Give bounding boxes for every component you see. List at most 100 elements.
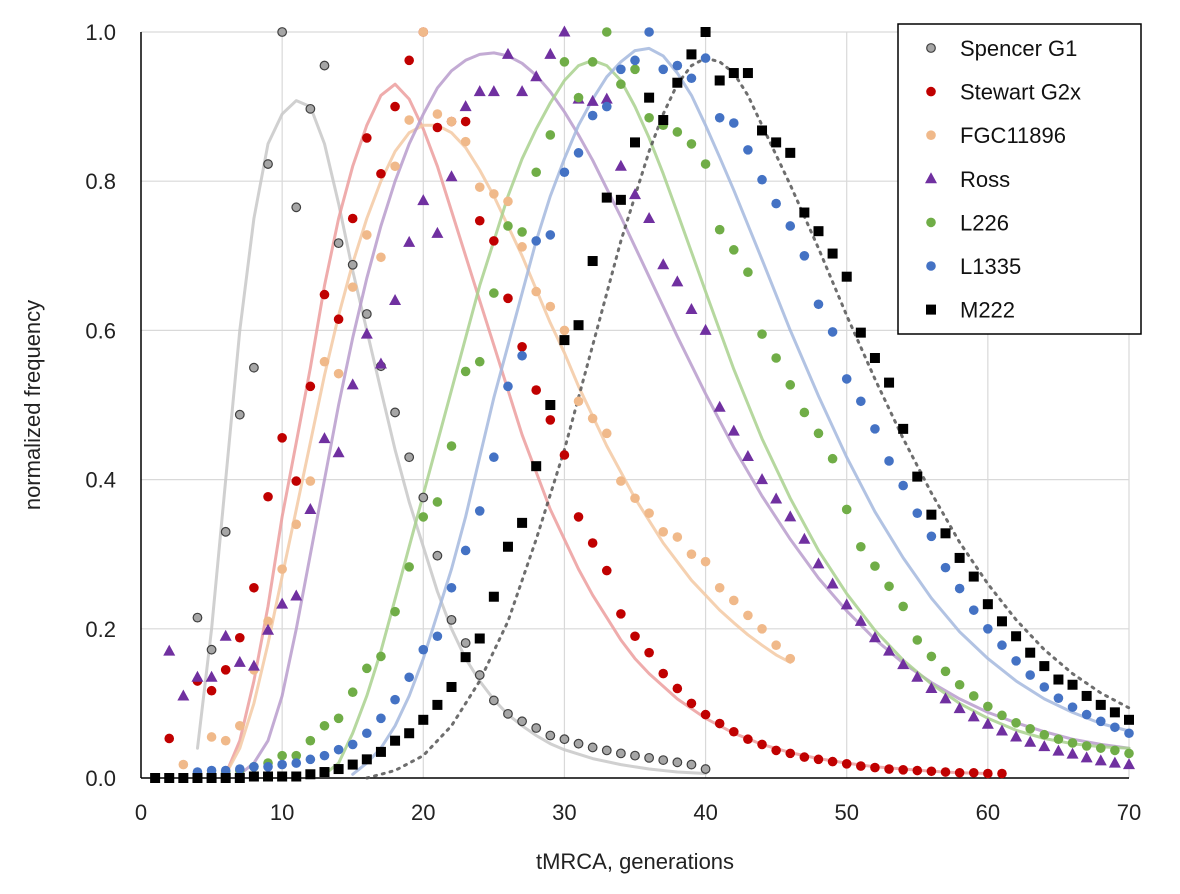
data-point-l226 [474,356,485,367]
data-point-l226 [319,720,330,731]
data-point-ross [233,655,246,667]
data-point-l1335 [1067,702,1078,712]
data-point-ross [713,400,726,412]
data-point-l1335 [827,327,838,337]
data-point-l1335 [799,251,810,261]
data-point-ross [318,432,331,444]
data-point-ross [953,702,966,714]
data-point-m222 [502,541,513,552]
data-point-l1335 [503,381,513,392]
data-point-stewart-g2x [983,768,993,779]
data-point-stewart-g2x [587,538,598,548]
data-point-spencer-g1 [347,259,358,270]
data-point-ross [219,629,232,641]
data-point-stewart-g2x [559,450,570,460]
data-point-spencer-g1 [630,750,640,761]
data-point-m222 [234,773,245,783]
data-point-stewart-g2x [601,565,612,576]
data-point-ross [798,532,811,544]
data-point-fgc11896 [503,196,513,207]
data-point-l226 [1039,729,1050,740]
data-point-ross [177,689,190,701]
data-point-m222 [940,528,951,539]
data-point-stewart-g2x [940,767,951,777]
data-point-l1335 [277,759,287,770]
x-tick-label: 50 [834,800,858,825]
data-point-l1335 [884,456,894,466]
data-point-stewart-g2x [616,609,626,619]
data-point-ross [883,644,896,656]
data-point-ross [643,212,656,223]
data-point-m222 [1095,699,1106,710]
data-point-spencer-g1 [361,309,372,319]
data-point-l1335 [785,221,796,231]
data-point-l1335 [912,508,923,518]
data-point-stewart-g2x [263,491,273,502]
data-point-ross [1024,735,1037,747]
data-point-stewart-g2x [347,213,358,224]
data-point-stewart-g2x [686,698,697,709]
data-point-stewart-g2x [884,764,894,774]
data-point-m222 [898,423,909,434]
data-point-m222 [658,115,669,126]
data-point-l1335 [926,531,937,542]
x-tick-label: 10 [270,800,294,825]
data-point-fgc11896 [785,653,796,664]
data-point-l226 [1110,745,1120,756]
data-point-l1335 [319,750,330,761]
data-point-l1335 [771,198,781,209]
data-point-m222 [1124,714,1134,725]
data-point-l1335 [1081,709,1092,720]
data-point-spencer-g1 [573,738,584,749]
data-point-m222 [954,552,965,563]
data-point-l1335 [630,55,640,66]
data-point-m222 [982,599,993,610]
data-point-ross [374,357,387,369]
data-point-fgc11896 [672,532,683,542]
data-point-m222 [319,767,330,778]
data-point-ross [459,100,472,112]
legend-marker-l226 [926,217,936,228]
data-point-ross [205,670,218,682]
data-point-ross [770,492,783,504]
data-point-l1335 [1095,716,1106,727]
legend-label-stewart-g2x: Stewart G2x [960,80,1081,105]
data-point-fgc11896 [700,556,711,567]
data-point-stewart-g2x [771,745,781,756]
data-point-ross [854,614,867,626]
data-point-stewart-g2x [898,764,908,775]
data-point-stewart-g2x [912,765,923,776]
data-point-ross [756,473,769,485]
data-point-ross [558,25,571,37]
legend-box [897,23,1142,335]
y-tick-label: 1.0 [85,20,116,45]
data-point-ross [403,235,416,247]
data-point-m222 [192,773,203,783]
data-point-stewart-g2x [827,756,838,767]
data-point-ross [247,659,260,671]
data-point-fgc11896 [460,136,471,147]
data-point-fgc11896 [489,189,499,199]
data-point-l1335 [220,765,231,776]
data-point-stewart-g2x [714,718,725,729]
data-point-l226 [813,428,824,439]
data-point-ross [530,70,543,82]
data-point-l1335 [644,27,654,37]
data-point-m222 [432,699,443,710]
legend-label-fgc11896: FGC11896 [960,123,1066,148]
data-point-m222 [799,207,810,218]
data-point-ross [473,85,486,97]
data-point-fgc11896 [474,182,485,192]
data-point-stewart-g2x [658,668,669,679]
data-point-stewart-g2x [333,314,344,325]
data-point-l1335 [813,299,824,310]
data-point-l226 [856,541,866,552]
data-point-fgc11896 [418,27,429,37]
data-point-m222 [220,773,231,783]
data-point-fgc11896 [235,720,245,731]
legend-label-ross: Ross [960,167,1010,192]
data-point-fgc11896 [404,115,414,125]
data-point-stewart-g2x [362,133,372,143]
data-point-stewart-g2x [968,767,979,778]
